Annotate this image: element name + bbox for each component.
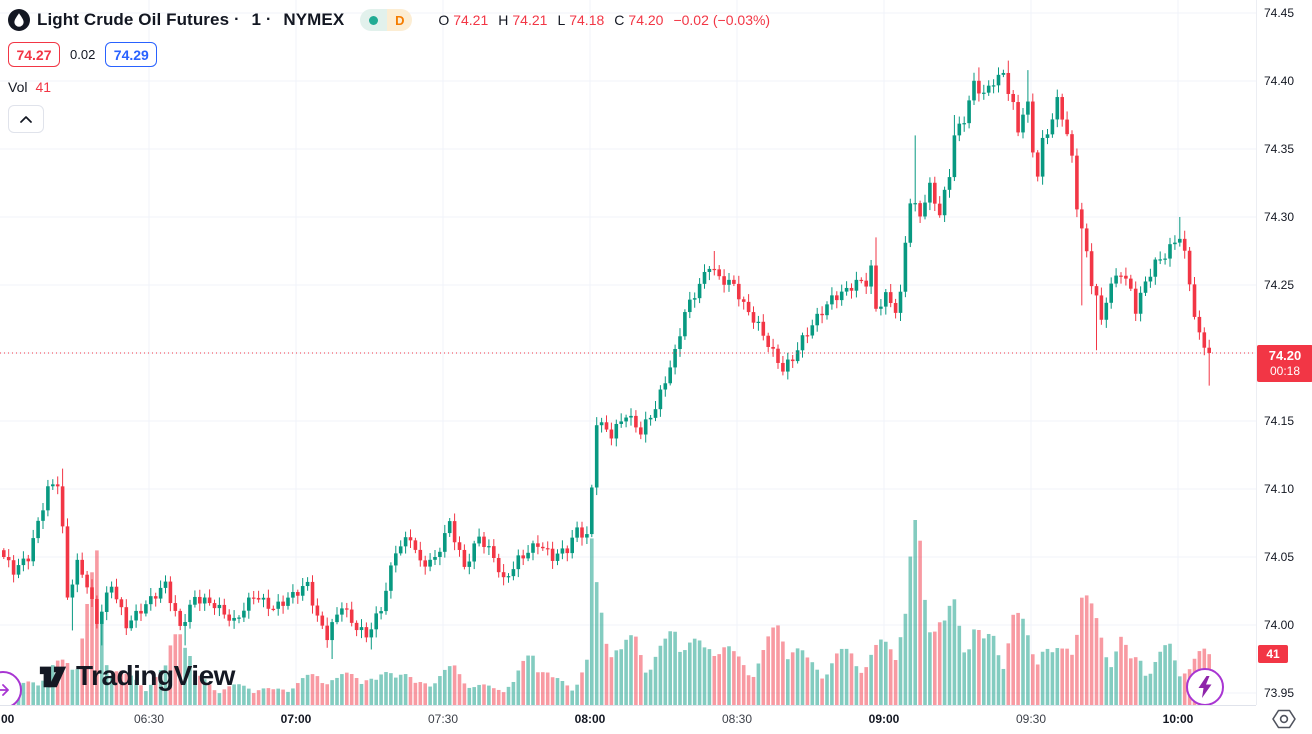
last-price-label: 74.20 00:18 xyxy=(1257,345,1312,382)
symbol-interval[interactable]: 1 xyxy=(251,10,262,29)
tradingview-logo-icon xyxy=(39,666,67,688)
high-value: 74.21 xyxy=(512,12,548,28)
volume-label[interactable]: Vol xyxy=(8,79,28,95)
volume-row: Vol 41 xyxy=(8,79,770,95)
lightning-bolt-icon xyxy=(1198,676,1212,698)
volume-axis-label: 41 xyxy=(1258,645,1288,663)
open-value: 74.21 xyxy=(453,12,489,28)
market-status-pill[interactable]: D xyxy=(360,9,413,31)
price-tick: 73.95 xyxy=(1264,686,1295,700)
symbol-separator: · xyxy=(266,11,272,28)
price-tick: 74.00 xyxy=(1264,618,1295,632)
time-tick: 07:30 xyxy=(427,712,459,726)
symbol-title[interactable]: Light Crude Oil Futures xyxy=(37,10,230,29)
price-tick: 74.45 xyxy=(1264,6,1295,20)
time-axis[interactable]: 00 06:30 07:00 07:30 08:00 08:30 09:00 09:30 10:… xyxy=(0,705,1256,734)
candlestick-chart[interactable] xyxy=(0,0,1256,705)
change-value: −0.02 xyxy=(673,12,709,28)
price-tick: 74.10 xyxy=(1264,482,1295,496)
close-value: 74.20 xyxy=(628,12,664,28)
tradingview-wordmark: TradingView xyxy=(76,660,235,691)
tradingview-watermark[interactable]: TradingView xyxy=(38,660,235,692)
symbol-separator: · xyxy=(234,11,240,28)
price-tick: 74.40 xyxy=(1264,74,1295,88)
time-tick: 09:00 xyxy=(868,712,900,726)
sell-button[interactable]: 74.27 xyxy=(8,42,60,67)
price-tick: 74.25 xyxy=(1264,278,1295,292)
change-percent: (−0.03%) xyxy=(712,12,771,28)
low-label: L xyxy=(557,12,566,28)
spread-value: 0.02 xyxy=(70,47,96,62)
volume-value: 41 xyxy=(35,79,52,95)
price-axis[interactable]: 74.20 00:18 41 74.45 74.40 74.35 74.30 74.25… xyxy=(1256,0,1312,705)
data-mode-badge[interactable]: D xyxy=(387,9,413,31)
quick-trade-lightning-button[interactable] xyxy=(1186,668,1224,706)
price-tick: 74.30 xyxy=(1264,210,1295,224)
bar-countdown: 00:18 xyxy=(1269,364,1301,379)
time-tick: 09:30 xyxy=(1015,712,1047,726)
arrow-right-icon xyxy=(0,684,9,696)
close-label: C xyxy=(614,12,625,28)
ohlc-readout: O 74.21 H 74.21 L 74.18 C 74.20 −0.02 (−0.03… xyxy=(438,12,770,28)
time-tick: 00 xyxy=(1,712,15,726)
last-price-value: 74.20 xyxy=(1268,347,1302,363)
price-tick: 74.35 xyxy=(1264,142,1295,156)
time-tick: 07:00 xyxy=(280,712,312,726)
oil-drop-icon xyxy=(8,9,30,31)
chevron-up-icon xyxy=(20,115,32,123)
market-open-dot-segment[interactable] xyxy=(360,9,388,31)
market-open-dot-icon xyxy=(369,15,379,25)
time-tick: 10:00 xyxy=(1162,712,1194,726)
open-label: O xyxy=(438,12,450,28)
high-label: H xyxy=(498,12,509,28)
axis-settings-corner[interactable] xyxy=(1256,705,1312,733)
time-tick: 08:00 xyxy=(574,712,606,726)
buy-button[interactable]: 74.29 xyxy=(105,42,158,67)
collapse-legend-button[interactable] xyxy=(8,105,44,133)
price-tick: 74.05 xyxy=(1264,550,1295,564)
time-tick: 06:30 xyxy=(133,712,165,726)
symbol-exchange[interactable]: NYMEX xyxy=(283,10,345,29)
order-panel: 74.27 0.02 74.29 xyxy=(8,41,770,68)
time-tick: 08:30 xyxy=(721,712,753,726)
hexagon-marker-icon xyxy=(1272,709,1296,729)
price-tick: 74.15 xyxy=(1264,414,1295,428)
low-value: 74.18 xyxy=(569,12,605,28)
